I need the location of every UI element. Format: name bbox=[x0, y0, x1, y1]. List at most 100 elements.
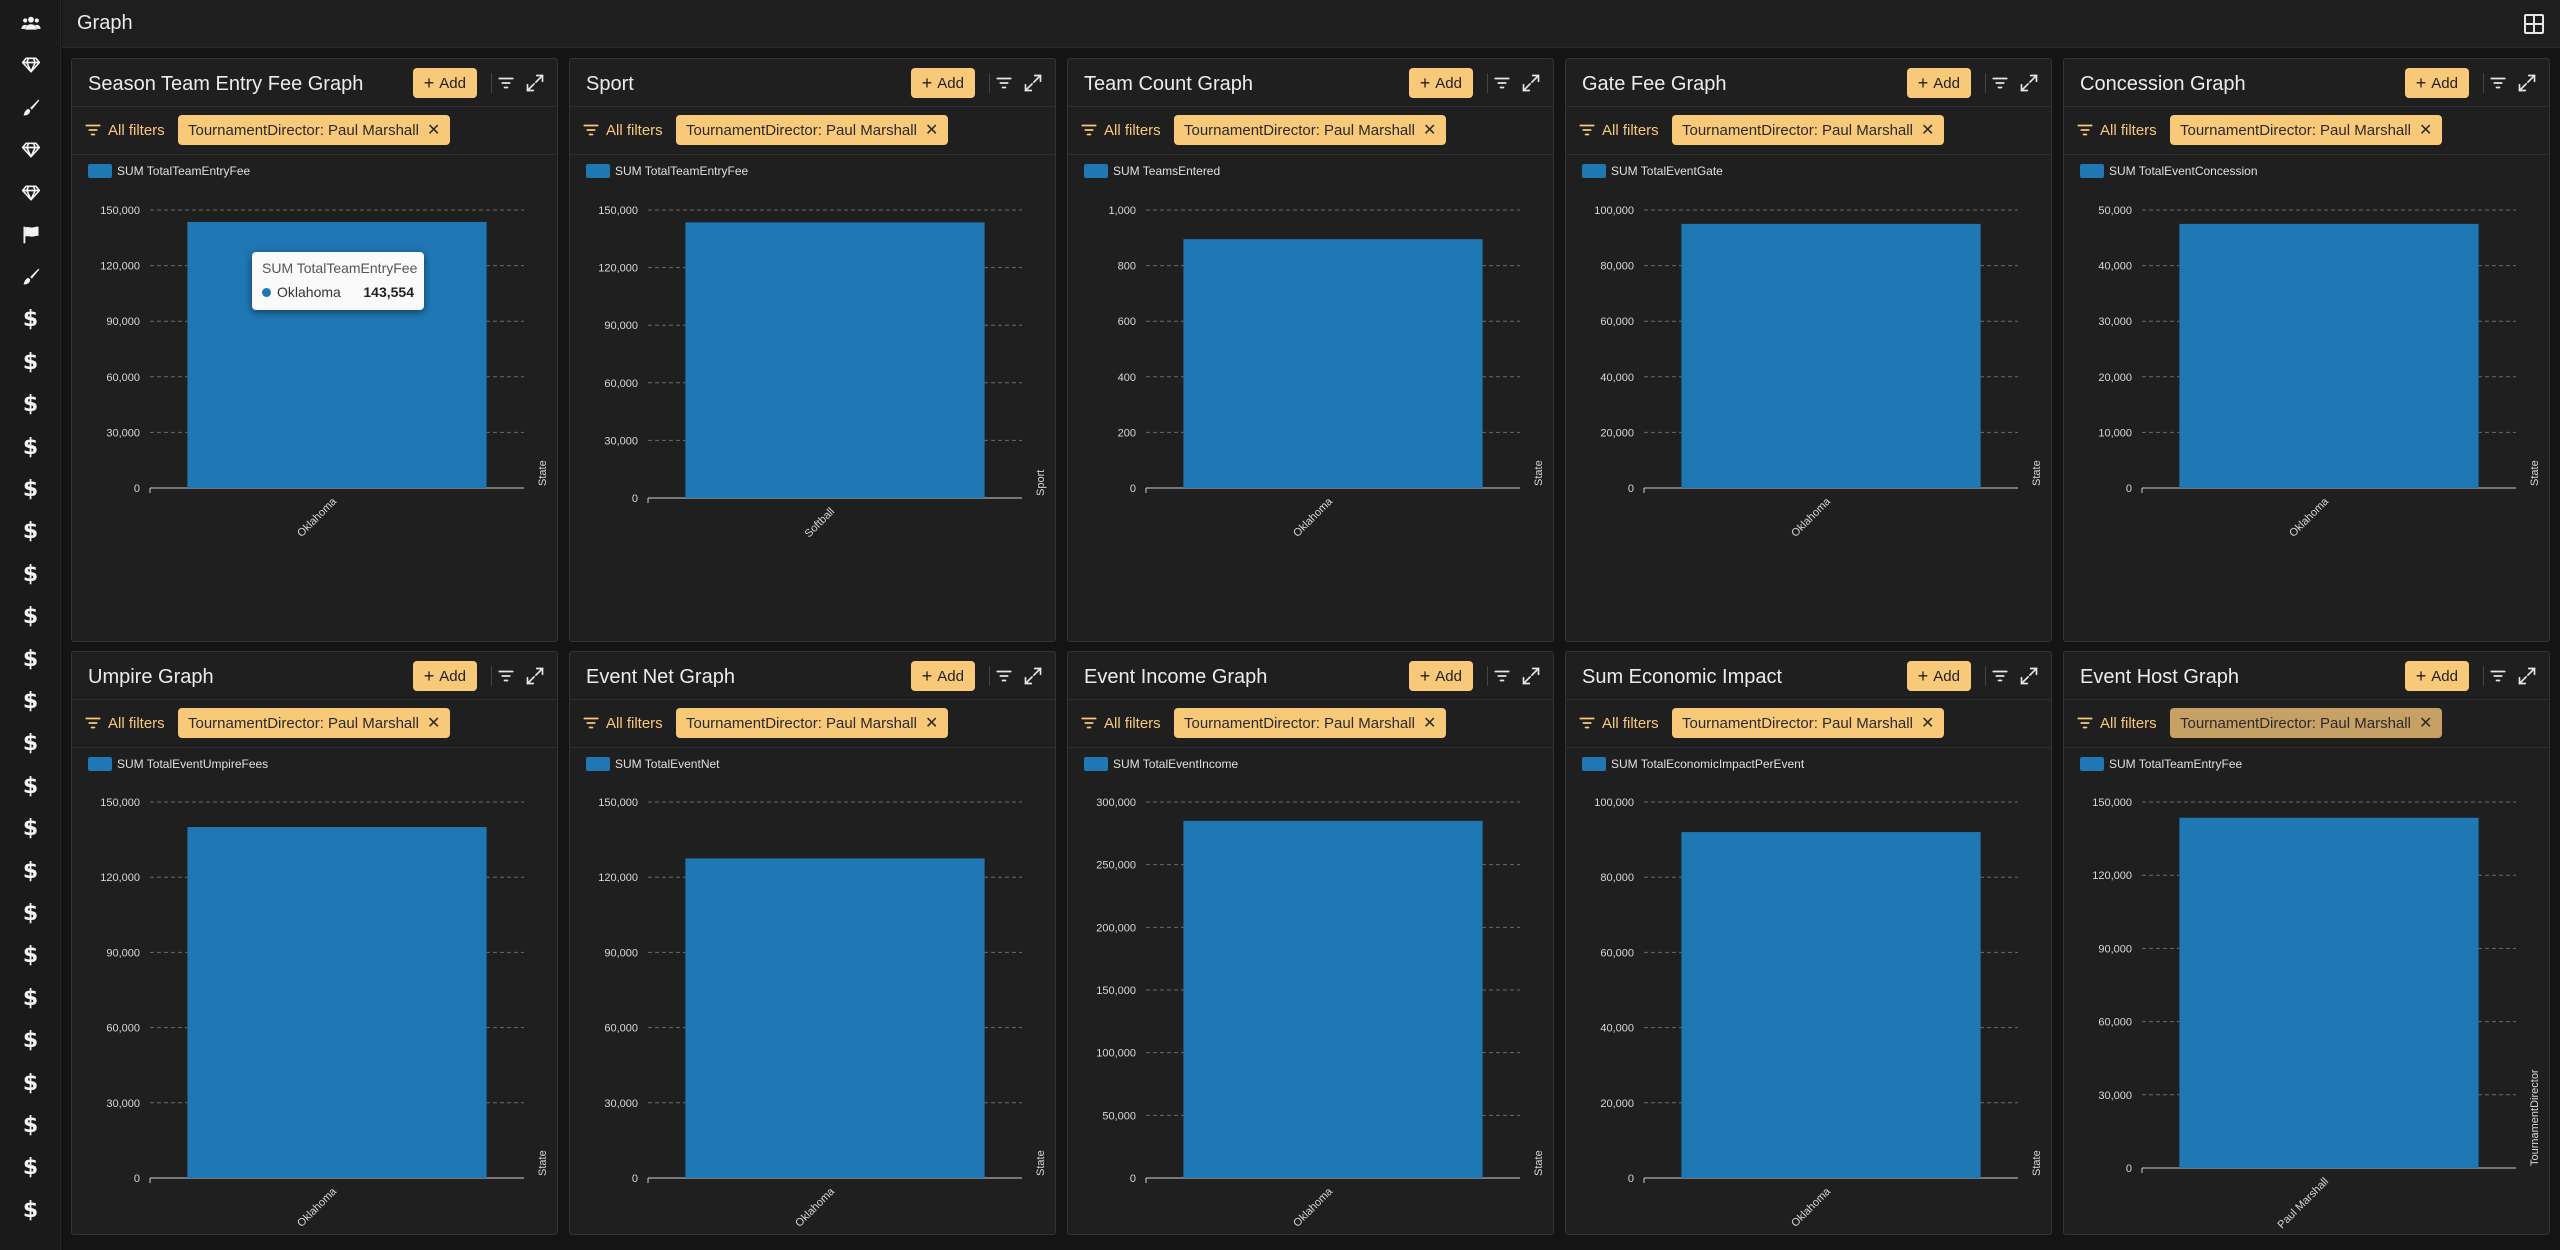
sidebar-item-diamond[interactable] bbox=[0, 129, 61, 171]
sidebar-item-dollar[interactable]: $ bbox=[0, 1104, 61, 1146]
close-icon[interactable]: ✕ bbox=[1422, 122, 1437, 139]
legend-label[interactable]: SUM TotalEventConcession bbox=[2109, 164, 2258, 178]
sidebar-item-diamond[interactable] bbox=[0, 44, 61, 86]
sidebar-item-dollar[interactable]: $ bbox=[0, 765, 61, 807]
sidebar-item-dollar[interactable]: $ bbox=[0, 299, 61, 341]
all-filters-button[interactable]: All filters bbox=[1080, 714, 1161, 732]
legend-swatch[interactable] bbox=[586, 164, 610, 178]
filter-chip[interactable]: TournamentDirector: Paul Marshall ✕ bbox=[2170, 115, 2443, 145]
sidebar-item-dollar[interactable]: $ bbox=[0, 723, 61, 765]
close-icon[interactable]: ✕ bbox=[1920, 715, 1935, 732]
add-button[interactable]: + Add bbox=[910, 661, 975, 691]
filter-chip[interactable]: TournamentDirector: Paul Marshall ✕ bbox=[1174, 708, 1447, 738]
sidebar-item-dollar[interactable]: $ bbox=[0, 638, 61, 680]
legend-label[interactable]: SUM TotalTeamEntryFee bbox=[615, 164, 748, 178]
close-icon[interactable]: ✕ bbox=[426, 122, 441, 139]
sidebar-item-dollar[interactable]: $ bbox=[0, 553, 61, 595]
expand-icon[interactable] bbox=[2517, 73, 2537, 93]
sidebar-item-dollar[interactable]: $ bbox=[0, 468, 61, 510]
grid-layout-icon[interactable] bbox=[2522, 12, 2546, 36]
sidebar-item-dollar[interactable]: $ bbox=[0, 850, 61, 892]
all-filters-button[interactable]: All filters bbox=[84, 714, 165, 732]
legend-swatch[interactable] bbox=[88, 757, 112, 771]
legend-swatch[interactable] bbox=[586, 757, 610, 771]
expand-icon[interactable] bbox=[2517, 666, 2537, 686]
legend-label[interactable]: SUM TotalEventNet bbox=[615, 757, 720, 771]
legend-swatch[interactable] bbox=[1582, 757, 1606, 771]
expand-icon[interactable] bbox=[525, 666, 545, 686]
sidebar-item-dollar[interactable]: $ bbox=[0, 935, 61, 977]
filter-chip[interactable]: TournamentDirector: Paul Marshall ✕ bbox=[1672, 708, 1945, 738]
bar[interactable] bbox=[2179, 223, 2479, 488]
all-filters-button[interactable]: All filters bbox=[2076, 121, 2157, 139]
legend-label[interactable]: SUM TotalEconomicImpactPerEvent bbox=[1611, 757, 1805, 771]
filter-lines-icon[interactable] bbox=[497, 667, 515, 685]
sidebar-item-dollar[interactable]: $ bbox=[0, 680, 61, 722]
close-icon[interactable]: ✕ bbox=[1422, 715, 1437, 732]
close-icon[interactable]: ✕ bbox=[2418, 715, 2433, 732]
sidebar-item-dollar[interactable]: $ bbox=[0, 1062, 61, 1104]
filter-chip[interactable]: TournamentDirector: Paul Marshall ✕ bbox=[178, 115, 451, 145]
sidebar-item-users[interactable] bbox=[0, 2, 61, 44]
bar[interactable] bbox=[685, 858, 985, 1178]
close-icon[interactable]: ✕ bbox=[2418, 122, 2433, 139]
expand-icon[interactable] bbox=[1521, 73, 1541, 93]
sidebar-item-dollar[interactable]: $ bbox=[0, 384, 61, 426]
sidebar-item-dollar[interactable]: $ bbox=[0, 1189, 61, 1231]
expand-icon[interactable] bbox=[1023, 73, 1043, 93]
filter-chip[interactable]: TournamentDirector: Paul Marshall ✕ bbox=[1174, 115, 1447, 145]
add-button[interactable]: + Add bbox=[1408, 661, 1473, 691]
bar[interactable] bbox=[685, 222, 985, 498]
sidebar-item-diamond[interactable] bbox=[0, 172, 61, 214]
sidebar-item-dollar[interactable]: $ bbox=[0, 596, 61, 638]
bar[interactable] bbox=[187, 827, 487, 1178]
all-filters-button[interactable]: All filters bbox=[1578, 121, 1659, 139]
bar[interactable] bbox=[2179, 817, 2479, 1168]
close-icon[interactable]: ✕ bbox=[426, 715, 441, 732]
close-icon[interactable]: ✕ bbox=[924, 715, 939, 732]
sidebar-item-dollar[interactable]: $ bbox=[0, 977, 61, 1019]
expand-icon[interactable] bbox=[1023, 666, 1043, 686]
close-icon[interactable]: ✕ bbox=[924, 122, 939, 139]
bar[interactable] bbox=[1183, 820, 1483, 1178]
all-filters-button[interactable]: All filters bbox=[582, 121, 663, 139]
filter-lines-icon[interactable] bbox=[1493, 74, 1511, 92]
filter-lines-icon[interactable] bbox=[2489, 74, 2507, 92]
sidebar-item-dollar[interactable]: $ bbox=[0, 511, 61, 553]
legend-swatch[interactable] bbox=[2080, 164, 2104, 178]
filter-chip[interactable]: TournamentDirector: Paul Marshall ✕ bbox=[2170, 708, 2443, 738]
add-button[interactable]: + Add bbox=[1906, 661, 1971, 691]
expand-icon[interactable] bbox=[525, 73, 545, 93]
filter-lines-icon[interactable] bbox=[1493, 667, 1511, 685]
legend-label[interactable]: SUM TotalEventIncome bbox=[1113, 757, 1238, 771]
add-button[interactable]: + Add bbox=[2404, 68, 2469, 98]
legend-swatch[interactable] bbox=[2080, 757, 2104, 771]
sidebar-item-dollar[interactable]: $ bbox=[0, 341, 61, 383]
add-button[interactable]: + Add bbox=[1906, 68, 1971, 98]
add-button[interactable]: + Add bbox=[910, 68, 975, 98]
filter-lines-icon[interactable] bbox=[1991, 74, 2009, 92]
filter-lines-icon[interactable] bbox=[1991, 667, 2009, 685]
filter-lines-icon[interactable] bbox=[497, 74, 515, 92]
filter-chip[interactable]: TournamentDirector: Paul Marshall ✕ bbox=[1672, 115, 1945, 145]
all-filters-button[interactable]: All filters bbox=[2076, 714, 2157, 732]
legend-swatch[interactable] bbox=[1582, 164, 1606, 178]
legend-label[interactable]: SUM TotalEventUmpireFees bbox=[117, 757, 268, 771]
filter-chip[interactable]: TournamentDirector: Paul Marshall ✕ bbox=[676, 115, 949, 145]
filter-lines-icon[interactable] bbox=[995, 667, 1013, 685]
close-icon[interactable]: ✕ bbox=[1920, 122, 1935, 139]
sidebar-item-flag[interactable] bbox=[0, 214, 61, 256]
all-filters-button[interactable]: All filters bbox=[84, 121, 165, 139]
bar[interactable] bbox=[1681, 832, 1981, 1178]
legend-swatch[interactable] bbox=[88, 164, 112, 178]
legend-label[interactable]: SUM TotalEventGate bbox=[1611, 164, 1723, 178]
all-filters-button[interactable]: All filters bbox=[1578, 714, 1659, 732]
filter-chip[interactable]: TournamentDirector: Paul Marshall ✕ bbox=[178, 708, 451, 738]
expand-icon[interactable] bbox=[1521, 666, 1541, 686]
sidebar-item-dollar[interactable]: $ bbox=[0, 1147, 61, 1189]
add-button[interactable]: + Add bbox=[1408, 68, 1473, 98]
add-button[interactable]: + Add bbox=[412, 661, 477, 691]
all-filters-button[interactable]: All filters bbox=[582, 714, 663, 732]
filter-lines-icon[interactable] bbox=[2489, 667, 2507, 685]
legend-swatch[interactable] bbox=[1084, 757, 1108, 771]
